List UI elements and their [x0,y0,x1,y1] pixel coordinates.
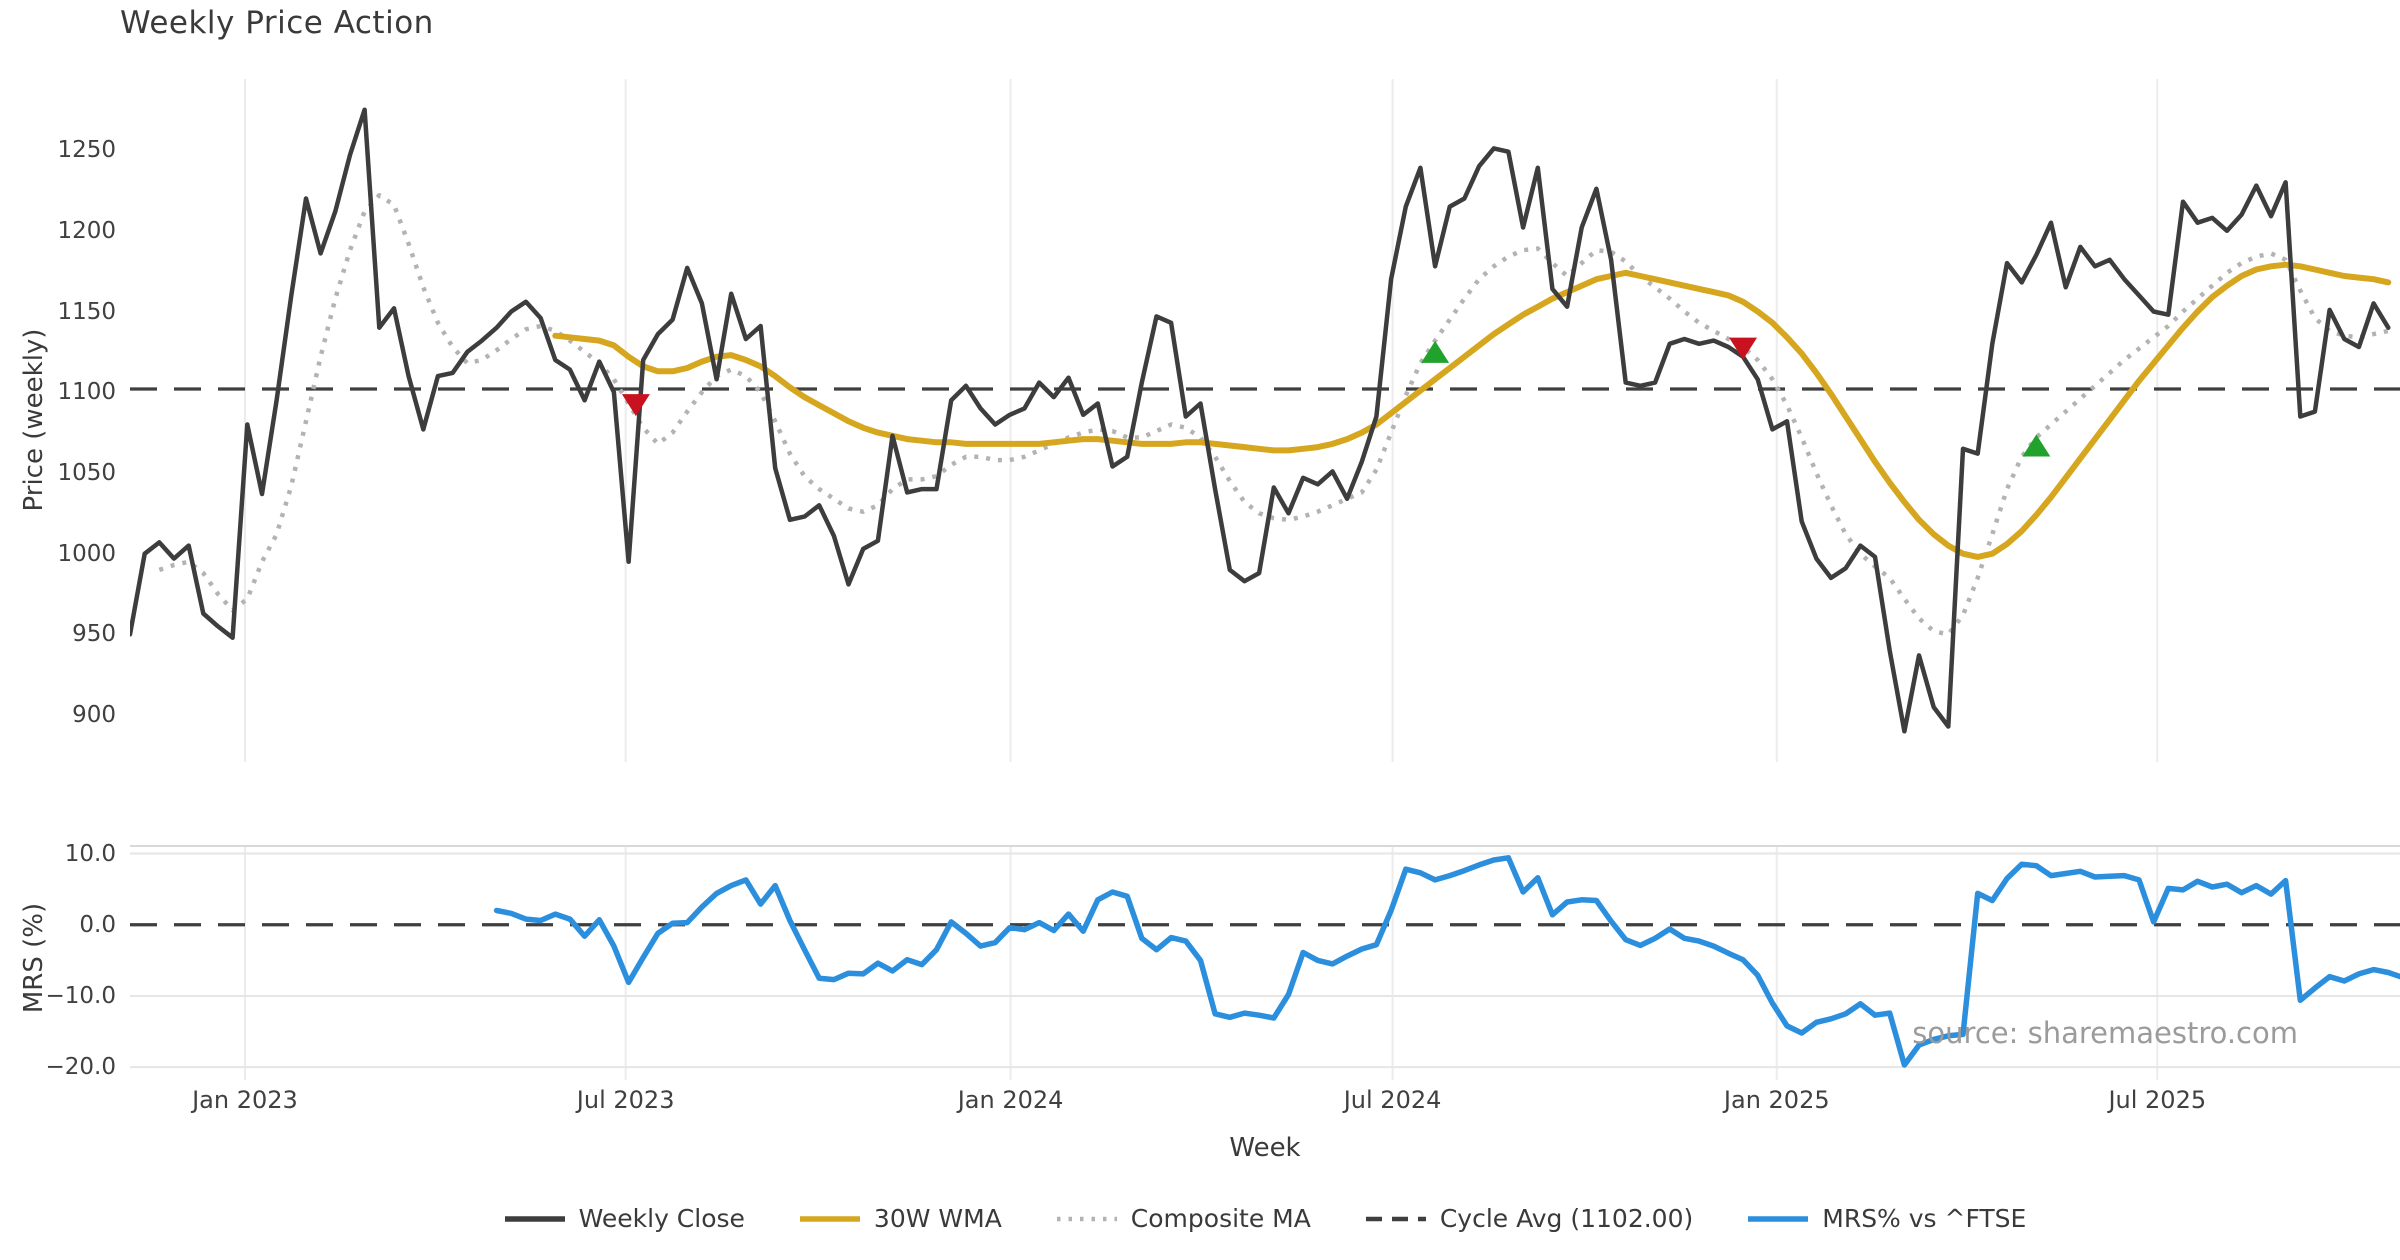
x-tick: Jul 2023 [576,1086,675,1114]
mrs-ytick: 10.0 [64,840,116,867]
legend-label: Weekly Close [578,1204,745,1233]
price-ytick: 950 [72,621,116,648]
price-ytick: 900 [72,702,116,729]
mrs-ytick: −20.0 [45,1054,116,1081]
page-title: Weekly Price Action [120,5,434,41]
price-ytick: 1250 [57,137,116,164]
legend-label: 30W WMA [873,1204,1002,1233]
price-ytick: 1000 [57,540,116,567]
mrs-ytick: −10.0 [45,982,116,1009]
mrs-chart [130,845,2400,1080]
weekly-close-line-icon [504,1215,565,1222]
chart-legend: Weekly Close 30W WMA Composite MA Cycle … [130,1204,2400,1233]
buy-signal-marker [2022,434,2051,457]
x-tick: Jul 2025 [2108,1086,2207,1114]
price-ytick: 1200 [57,217,116,244]
composite-ma-line-icon [1056,1216,1117,1221]
buy-signal-marker [1421,340,1450,363]
legend-item-mrs: MRS% vs ^FTSE [1747,1204,2026,1233]
price-ytick: 1150 [57,298,116,325]
cycle-avg-dash-icon [1365,1216,1426,1221]
sell-signal-marker [1729,337,1758,360]
legend-item-30w-wma: 30W WMA [799,1204,1002,1233]
legend-label: Composite MA [1130,1204,1311,1233]
legend-item-weekly-close: Weekly Close [504,1204,745,1233]
mrs-line-icon [1748,1215,1809,1222]
price-chart [130,79,2400,762]
x-tick: Jan 2025 [1723,1086,1830,1114]
price-ytick: 1100 [57,379,116,406]
source-watermark: source: sharemaestro.com [1912,1016,2298,1050]
legend-label: Cycle Avg (1102.00) [1439,1204,1694,1233]
price-ytick: 1050 [57,459,116,486]
legend-item-composite-ma: Composite MA [1056,1204,1311,1233]
wma-line-icon [799,1215,860,1222]
x-axis-label: Week [1229,1133,1301,1163]
legend-label: MRS% vs ^FTSE [1822,1204,2027,1233]
x-tick: Jan 2023 [192,1086,298,1114]
legend-item-cycle-avg: Cycle Avg (1102.00) [1365,1204,1693,1233]
x-tick: Jul 2024 [1343,1086,1442,1114]
sell-signal-marker [621,394,650,417]
mrs-ytick: 0.0 [79,911,116,938]
x-tick: Jan 2024 [957,1086,1064,1114]
